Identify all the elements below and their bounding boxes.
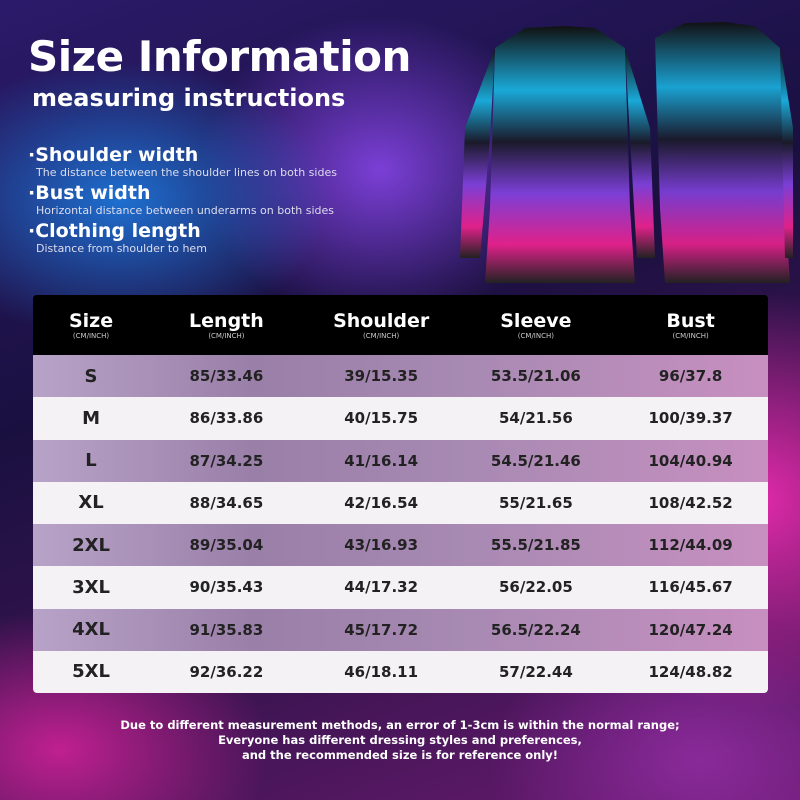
table-cell: 124/48.82 [648,662,733,681]
page-title: Size Information [28,32,411,81]
table-cell: 39/15.35 [344,367,419,386]
table-row: XL 88/34.65 42/16.54 55/21.65 108/42.52 [33,481,768,524]
table-cell: 100/39.37 [648,409,733,428]
instruction-desc: Horizontal distance between underarms on… [36,204,335,217]
table-cell: 41/16.14 [344,451,419,470]
table-cell: 88/34.65 [189,493,264,512]
header-label: Length [189,310,264,332]
table-cell: 46/18.11 [344,662,419,681]
table-cell: 87/34.25 [189,451,264,470]
size-chart-table: Size (CM/INCH) Length (CM/INCH) Shoulder (C… [33,295,768,693]
header-label: Sleeve [500,310,572,332]
instruction-desc: The distance between the shoulder lines … [36,166,337,179]
table-cell: 3XL [72,576,110,598]
table-cell: 56/22.05 [498,578,573,597]
table-cell: 108/42.52 [648,493,733,512]
table-cell: 42/16.54 [344,493,419,512]
table-cell: 54/21.56 [498,409,573,428]
header-label: Shoulder [333,310,430,332]
table-cell: 85/33.46 [189,367,264,386]
table-row: 3XL 90/35.43 44/17.32 56/22.05 116/45.67 [33,566,768,609]
page-subtitle: measuring instructions [32,84,346,112]
table-cell: 40/15.75 [344,409,419,428]
table-cell: 45/17.72 [344,620,419,639]
table-cell: 120/47.24 [648,620,733,639]
header-unit: (CM/INCH) [72,332,110,340]
note-line: and the recommended size is for referenc… [241,748,559,762]
disclaimer-note: Due to different measurement methods, an… [0,718,800,763]
table-cell: 57/22.44 [498,662,573,681]
table-row: L 87/34.25 41/16.14 54.5/21.46 104/40.94 [33,439,768,482]
table-cell: 116/45.67 [648,578,733,597]
header-unit: (CM/INCH) [672,332,709,340]
header-unit: (CM/INCH) [363,332,400,340]
note-line: Everyone has different dressing styles a… [218,733,582,747]
header-size: Size (CM/INCH) [33,310,149,340]
note-line: Due to different measurement methods, an… [120,718,680,732]
table-cell: XL [78,492,104,514]
dress-product-image [460,22,793,283]
table-row: 2XL 89/35.04 43/16.93 55.5/21.85 112/44.09 [33,524,768,567]
instruction-heading: ·Bust width [28,182,151,204]
instruction-desc: Distance from shoulder to hem [36,242,207,255]
table-cell: 44/17.32 [344,578,419,597]
header-shoulder: Shoulder (CM/INCH) [304,310,459,340]
table-cell: 4XL [72,619,110,641]
table-cell: 112/44.09 [648,536,733,555]
header-sleeve: Sleeve (CM/INCH) [459,310,614,340]
table-cell: L [85,450,97,472]
table-cell: 5XL [72,661,110,683]
table-header: Size (CM/INCH) Length (CM/INCH) Shoulder (C… [33,295,768,355]
table-cell: 90/35.43 [189,578,264,597]
table-cell: S [84,365,98,387]
table-cell: 92/36.22 [189,662,264,681]
header-length: Length (CM/INCH) [149,310,304,340]
table-cell: 55.5/21.85 [490,536,581,555]
table-cell: 96/37.8 [658,367,723,386]
table-cell: 104/40.94 [648,451,733,470]
table-row: S 85/33.46 39/15.35 53.5/21.06 96/37.8 [33,355,768,398]
table-cell: 56.5/22.24 [490,620,581,639]
table-cell: 55/21.65 [498,493,573,512]
table-cell: 91/35.83 [189,620,264,639]
dress-front [460,26,655,283]
table-cell: 89/35.04 [189,536,264,555]
header-unit: (CM/INCH) [517,332,554,340]
instruction-heading: ·Clothing length [28,220,201,242]
table-cell: 86/33.86 [189,409,264,428]
header-bust: Bust (CM/INCH) [613,310,768,340]
table-cell: 2XL [72,534,110,556]
table-cell: 43/16.93 [344,536,419,555]
table-cell: 54.5/21.46 [490,451,581,470]
header-unit: (CM/INCH) [208,332,245,340]
table-row: 5XL 92/36.22 46/18.11 57/22.44 124/48.82 [33,650,768,693]
header-label: Size [68,310,114,332]
dress-back [655,22,793,283]
table-cell: 53.5/21.06 [490,367,581,386]
table-cell: M [82,407,100,429]
measuring-instructions: ·Shoulder width The distance between the… [28,144,468,258]
table-row: 4XL 91/35.83 45/17.72 56.5/22.24 120/47.24 [33,608,768,651]
header-label: Bust [666,310,715,332]
instruction-heading: ·Shoulder width [28,144,199,166]
table-row: M 86/33.86 40/15.75 54/21.56 100/39.37 [33,397,768,440]
